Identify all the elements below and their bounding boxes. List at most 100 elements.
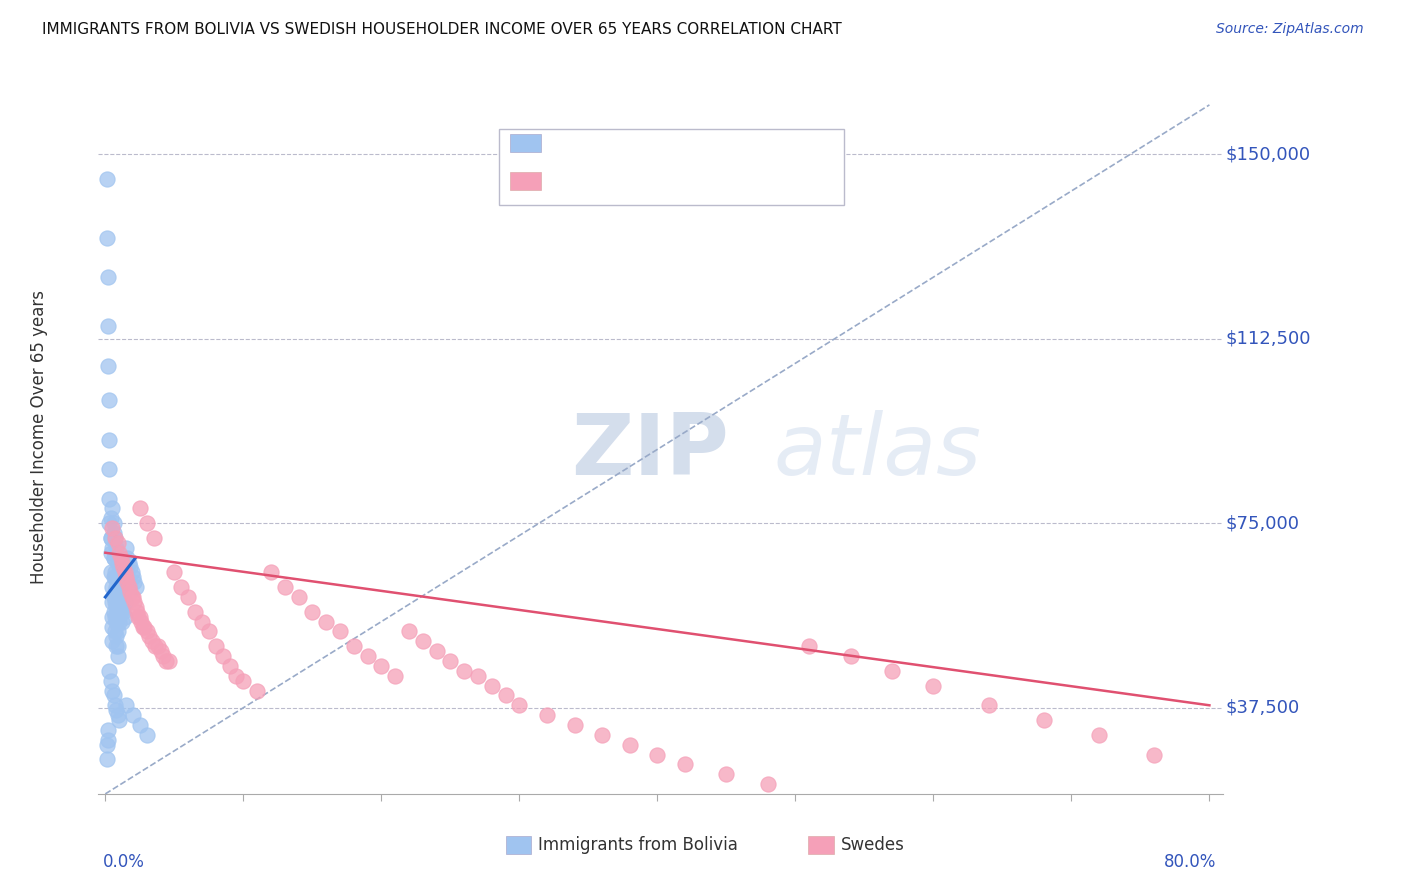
Point (105, 541, 128, 555)
Point (107, 624, 129, 639)
Point (107, 536, 129, 550)
Point (97, 270, 120, 285)
Point (107, 639, 129, 653)
Point (101, 619, 124, 633)
Point (467, 669, 489, 683)
Point (111, 599, 134, 614)
Point (146, 639, 169, 653)
Point (128, 501, 150, 516)
Point (120, 560, 142, 574)
Point (170, 580, 193, 594)
Point (101, 595, 124, 609)
Point (125, 580, 148, 594)
Point (125, 599, 148, 614)
Point (112, 605, 135, 619)
Point (135, 516, 157, 531)
Point (118, 580, 141, 594)
Point (108, 615, 131, 629)
Point (716, 767, 738, 781)
Point (103, 550, 125, 565)
Point (131, 619, 153, 633)
Point (211, 649, 233, 664)
Point (398, 624, 420, 639)
Point (115, 570, 138, 584)
Point (114, 566, 136, 580)
Point (1143, 747, 1166, 762)
Point (105, 629, 128, 643)
Point (110, 550, 132, 565)
Point (110, 580, 132, 594)
Point (103, 550, 125, 565)
Point (101, 521, 124, 535)
Point (98, 433, 121, 447)
Point (121, 590, 143, 604)
Point (100, 531, 122, 545)
Point (329, 624, 352, 639)
Point (839, 649, 862, 664)
Point (100, 511, 122, 525)
Point (124, 575, 146, 590)
Point (101, 683, 124, 698)
Point (120, 585, 142, 599)
Point (108, 590, 131, 604)
Point (108, 575, 131, 590)
Point (647, 747, 669, 762)
Point (101, 634, 124, 648)
Point (143, 639, 166, 653)
Point (218, 659, 240, 673)
Point (104, 570, 127, 584)
Point (177, 590, 200, 604)
Point (108, 566, 131, 580)
Point (204, 639, 226, 653)
Point (384, 669, 406, 683)
Point (107, 609, 129, 624)
Point (107, 649, 129, 664)
Point (97, 723, 120, 737)
Point (111, 615, 134, 629)
Point (274, 580, 297, 594)
Point (129, 615, 152, 629)
Point (103, 570, 125, 584)
Point (508, 698, 530, 713)
Point (163, 566, 186, 580)
Point (117, 575, 139, 590)
Point (98, 664, 121, 678)
Point (105, 599, 128, 614)
Point (98, 462, 121, 476)
Point (108, 605, 131, 619)
Point (127, 609, 149, 624)
Point (117, 550, 139, 565)
Point (799, 639, 821, 653)
Point (122, 570, 145, 584)
Point (111, 556, 134, 570)
Point (922, 679, 945, 693)
Point (370, 659, 392, 673)
Point (287, 590, 309, 604)
Text: R =  0.077   N = 90: R = 0.077 N = 90 (548, 134, 718, 152)
Point (232, 673, 254, 688)
Text: R = -0.472   N = 80: R = -0.472 N = 80 (548, 172, 718, 190)
Point (104, 585, 127, 599)
Point (96, 231, 118, 245)
Point (104, 531, 127, 545)
Point (149, 644, 172, 658)
Point (121, 566, 143, 580)
Point (100, 673, 122, 688)
Text: Source: ZipAtlas.com: Source: ZipAtlas.com (1216, 22, 1364, 37)
Point (128, 609, 150, 624)
Point (103, 526, 125, 541)
Point (97, 732, 120, 747)
Point (105, 580, 128, 594)
Point (301, 605, 323, 619)
Text: 0.0%: 0.0% (103, 853, 145, 871)
Point (142, 531, 165, 545)
Point (98, 516, 121, 531)
Point (114, 595, 136, 609)
Point (495, 689, 517, 703)
Point (107, 708, 129, 723)
Point (115, 698, 138, 713)
Text: $112,500: $112,500 (1226, 330, 1312, 348)
Point (356, 649, 378, 664)
Point (184, 605, 207, 619)
Point (756, 777, 779, 791)
